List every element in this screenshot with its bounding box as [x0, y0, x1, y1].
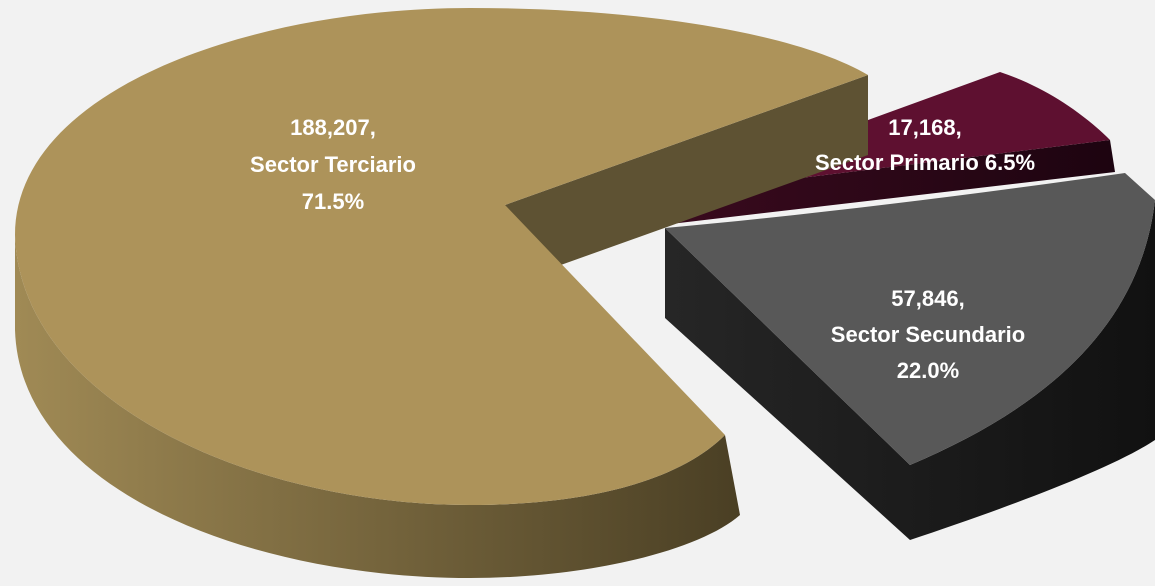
label-secundario-line-0: 57,846, [891, 286, 964, 311]
slice-secundario-side [665, 200, 1155, 540]
data-label-terciario: 188,207, Sector Terciario 71.5% [250, 115, 416, 214]
label-secundario-line-2: 22.0% [897, 358, 959, 383]
slice-terciario-top [15, 8, 868, 505]
label-terciario-line-0: 188,207, [290, 115, 376, 140]
slice-terciario [15, 8, 868, 578]
data-label-primario: 17,168, Sector Primario 6.5% [815, 115, 1035, 175]
slice-secundario-top [665, 173, 1155, 465]
slice-terciario-cut [505, 75, 868, 285]
label-terciario-line-2: 71.5% [302, 189, 364, 214]
slice-primario-side [662, 140, 1115, 225]
label-primario-line-0: 17,168, [888, 115, 961, 140]
label-secundario-line-1: Sector Secundario [831, 322, 1025, 347]
slice-terciario-side [15, 235, 740, 578]
data-label-secundario: 57,846, Sector Secundario 22.0% [831, 286, 1025, 383]
label-terciario-line-1: Sector Terciario [250, 152, 416, 177]
slice-secundario [665, 173, 1155, 540]
label-primario-line-1: Sector Primario 6.5% [815, 150, 1035, 175]
